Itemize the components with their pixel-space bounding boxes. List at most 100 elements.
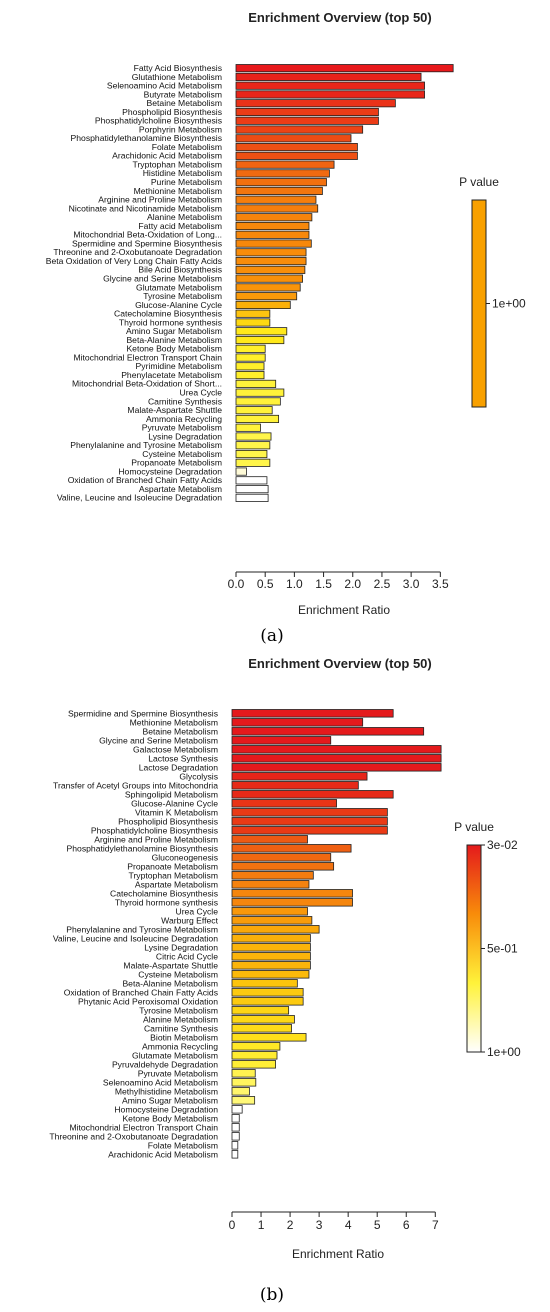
category-label: Purine Metabolism bbox=[151, 177, 222, 187]
category-label: Malate-Aspartate Shuttle bbox=[127, 405, 222, 415]
bar bbox=[235, 423, 261, 432]
bar bbox=[231, 907, 308, 916]
bar bbox=[235, 476, 268, 485]
category-label: Cysteine Metabolism bbox=[138, 969, 218, 979]
category-label: Mitochondrial Electron Transport Chain bbox=[69, 1122, 218, 1132]
bar bbox=[231, 817, 388, 826]
category-label: Lysine Degradation bbox=[148, 431, 222, 441]
category-label: Vitamin K Metabolism bbox=[135, 807, 218, 817]
category-label: Phosphatidylcholine Biosynthesis bbox=[95, 116, 222, 126]
category-label: Bile Acid Biosynthesis bbox=[138, 265, 222, 275]
bar bbox=[235, 99, 396, 108]
category-label: Beta Oxidation of Very Long Chain Fatty … bbox=[46, 256, 222, 266]
bar bbox=[235, 64, 454, 73]
bar bbox=[231, 709, 394, 718]
category-label: Glutathione Metabolism bbox=[132, 72, 222, 82]
category-label: Spermidine and Spermine Biosynthesis bbox=[72, 238, 222, 248]
bar bbox=[235, 335, 285, 345]
x-tick-label: 1.5 bbox=[315, 577, 332, 591]
category-label: Homocysteine Degradation bbox=[118, 466, 222, 476]
category-label: Propanoate Metabolism bbox=[127, 861, 218, 871]
bar bbox=[235, 169, 330, 178]
chart-title: Enrichment Overview (top 50) bbox=[248, 10, 432, 25]
category-label: Carnitine Synthesis bbox=[144, 1023, 218, 1033]
legend-tick-label: 5e-01 bbox=[487, 942, 518, 956]
category-label: Phosphatidylethanolamine Biosynthesis bbox=[67, 843, 218, 853]
category-label: Phenylalanine and Tyrosine Metabolism bbox=[70, 440, 222, 450]
category-label: Valine, Leucine and Isoleucine Degradati… bbox=[57, 493, 222, 503]
bar bbox=[235, 344, 266, 353]
bar bbox=[235, 397, 281, 406]
bar bbox=[231, 781, 359, 790]
bar bbox=[231, 988, 304, 997]
bar bbox=[231, 1141, 239, 1150]
category-label: Glucose-Alanine Cycle bbox=[131, 798, 218, 808]
category-label: Glycine and Serine Metabolism bbox=[103, 273, 222, 283]
category-label: Mitochondrial Electron Transport Chain bbox=[73, 352, 222, 362]
subfigure-label: (b) bbox=[260, 1285, 284, 1305]
category-label: Phosphatidylcholine Biosynthesis bbox=[91, 825, 218, 835]
bar bbox=[231, 844, 352, 853]
bar bbox=[235, 379, 277, 388]
category-label: Transfer of Acetyl Groups into Mitochond… bbox=[53, 780, 218, 790]
bar bbox=[231, 835, 308, 844]
category-label: Nicotinate and Nicotinamide Metabolism bbox=[69, 203, 222, 213]
bar bbox=[235, 292, 298, 301]
x-tick-label: 4 bbox=[345, 1218, 352, 1232]
bar bbox=[235, 327, 288, 336]
category-label: Beta-Alanine Metabolism bbox=[122, 978, 218, 988]
bar bbox=[231, 1114, 240, 1123]
category-label: Methylhistidine Metabolism bbox=[115, 1086, 218, 1096]
category-label: Phospholipid Biosynthesis bbox=[122, 107, 222, 117]
x-tick-label: 1.0 bbox=[286, 577, 303, 591]
bar bbox=[235, 362, 265, 371]
legend-tick-label: 1e+00 bbox=[492, 297, 526, 311]
bar bbox=[231, 871, 314, 880]
category-label: Ketone Body Metabolism bbox=[122, 1113, 218, 1123]
category-label: Beta-Alanine Metabolism bbox=[126, 335, 222, 345]
bar bbox=[231, 1123, 240, 1132]
legend-tick-label: 1e+00 bbox=[487, 1045, 521, 1059]
x-tick-label: 0.5 bbox=[257, 577, 274, 591]
bar bbox=[231, 1006, 290, 1015]
category-label: Threonine and 2-Oxobutanoate Degradation bbox=[53, 247, 222, 257]
bar bbox=[235, 160, 335, 169]
category-label: Galactose Metabolism bbox=[133, 744, 218, 754]
category-label: Thyroid hormone synthesis bbox=[119, 317, 222, 327]
bar bbox=[235, 300, 291, 309]
bar bbox=[231, 754, 442, 763]
bar bbox=[231, 1015, 295, 1024]
x-tick-label: 2 bbox=[287, 1218, 294, 1232]
bar bbox=[235, 204, 319, 213]
bar bbox=[235, 467, 247, 476]
x-axis-label: Enrichment Ratio bbox=[292, 1247, 384, 1261]
category-label: Tyrosine Metabolism bbox=[139, 1005, 218, 1015]
category-label: Homocysteine Degradation bbox=[114, 1104, 218, 1114]
category-label: Selenoamino Acid Metabolism bbox=[107, 81, 222, 91]
category-label: Oxidation of Branched Chain Fatty Acids bbox=[64, 987, 218, 997]
bar bbox=[231, 736, 332, 745]
subfigure-label: (a) bbox=[260, 626, 283, 646]
bar bbox=[231, 916, 313, 925]
bar bbox=[235, 493, 269, 502]
legend-tick-label: 3e-02 bbox=[487, 838, 518, 852]
category-label: Phospholipid Biosynthesis bbox=[118, 816, 218, 826]
bar bbox=[231, 1150, 239, 1159]
category-label: Lysine Degradation bbox=[144, 942, 218, 952]
x-tick-label: 3.5 bbox=[432, 577, 449, 591]
category-label: Folate Metabolism bbox=[152, 142, 222, 152]
category-label: Tyrosine Metabolism bbox=[143, 291, 222, 301]
x-tick-label: 0 bbox=[229, 1218, 236, 1232]
category-label: Arachidonic Acid Metabolism bbox=[108, 1149, 218, 1159]
bar bbox=[235, 178, 327, 187]
bar bbox=[235, 406, 273, 415]
x-tick-label: 1 bbox=[258, 1218, 265, 1232]
x-tick-label: 2.0 bbox=[344, 577, 361, 591]
category-label: Pyruvate Metabolism bbox=[138, 1068, 218, 1078]
category-label: Mitochondrial Beta-Oxidation of Short... bbox=[72, 379, 222, 389]
category-label: Propanoate Metabolism bbox=[131, 458, 222, 468]
category-label: Citric Acid Cycle bbox=[156, 951, 218, 961]
category-label: Amino Sugar Metabolism bbox=[122, 1095, 218, 1105]
x-tick-label: 7 bbox=[432, 1218, 439, 1232]
bar bbox=[235, 90, 425, 99]
